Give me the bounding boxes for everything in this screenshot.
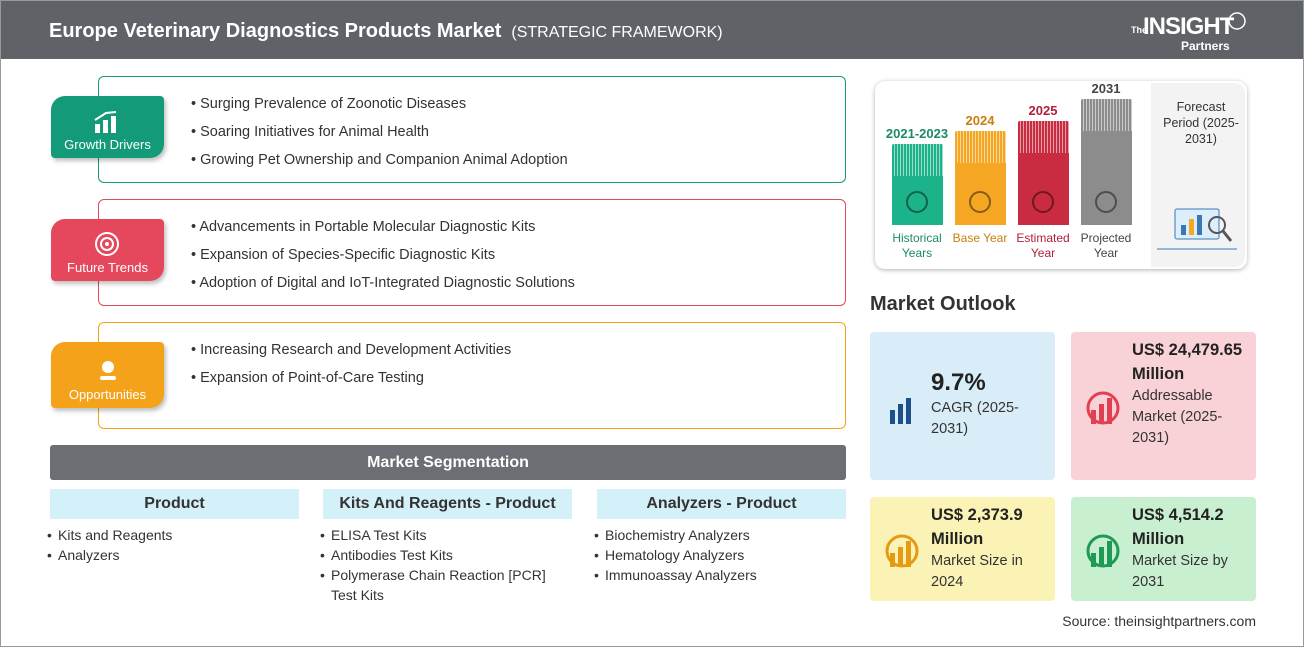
bar-icon [969, 191, 991, 213]
card-icon [1081, 529, 1125, 578]
outlook-card: US$ 4,514.2 Million Market Size by 2031 [1071, 497, 1256, 601]
item-text: Expansion of Species-Specific Diagnostic… [200, 247, 496, 263]
period-label: Estimated Year [1016, 231, 1070, 260]
item-text: Soaring Initiatives for Animal Health [200, 124, 430, 140]
page-title: Europe Veterinary Diagnostics Products M… [49, 20, 723, 43]
badge-label: Growth Drivers [64, 137, 151, 152]
period-year: 2031 [1091, 81, 1121, 96]
framework-item: • Growing Pet Ownership and Companion An… [191, 152, 568, 168]
outlook-title: Market Outlook [870, 293, 1016, 315]
card-value: US$ 24,479.65 Million [1132, 341, 1243, 383]
item-text: Advancements in Portable Molecular Diagn… [199, 219, 536, 235]
framework-item: • Adoption of Digital and IoT-Integrated… [191, 275, 575, 291]
segment-bullet: • [594, 527, 599, 543]
segment-bullet: • [320, 567, 325, 583]
forecast-label: Forecast Period (2025-2031) [1163, 100, 1239, 146]
outlook-card: US$ 2,373.9 Million Market Size in 2024 [870, 497, 1055, 601]
item-text: Surging Prevalence of Zoonotic Diseases [200, 96, 467, 112]
item-text: Growing Pet Ownership and Companion Anim… [200, 152, 568, 168]
framework-item: • Soaring Initiatives for Animal Health [191, 124, 430, 140]
card-label: Market Size in 2024 [931, 553, 1023, 590]
header-bar [1, 1, 1303, 59]
subtitle: (STRATEGIC FRAMEWORK) [511, 24, 723, 41]
period-label: Historical Years [892, 231, 942, 260]
logo-brand: INSIGHT [1143, 13, 1234, 40]
period-year: 2024 [965, 113, 995, 128]
segmentation-title: Market Segmentation [50, 445, 846, 480]
title-text: Europe Veterinary Diagnostics Products M… [49, 20, 502, 42]
timeline-bar [1018, 121, 1069, 225]
framework-box [98, 322, 846, 429]
segment-item: Hematology Analyzers [605, 547, 745, 563]
badge-icon [94, 231, 122, 260]
card-icon [880, 386, 924, 435]
period-year: 2021-2023 [885, 126, 949, 141]
segment-item: Antibodies Test Kits [331, 547, 453, 563]
framework-item: • Advancements in Portable Molecular Dia… [191, 219, 536, 235]
item-text: Expansion of Point-of-Care Testing [200, 370, 424, 386]
framework-item: • Increasing Research and Development Ac… [191, 342, 512, 358]
outlook-card: US$ 24,479.65 Million Addressable Market … [1071, 332, 1256, 480]
card-value: 9.7% [931, 369, 986, 396]
badge-icon [94, 358, 122, 387]
segment-bullet: • [320, 527, 325, 543]
card-value: US$ 2,373.9 Million [931, 506, 1023, 548]
segment-item: Immunoassay Analyzers [605, 567, 757, 583]
bar-icon [1095, 191, 1117, 213]
logo-prefix: The [1131, 25, 1148, 35]
segment-bullet: • [594, 567, 599, 583]
period-year: 2025 [1028, 103, 1058, 118]
card-icon [880, 529, 924, 578]
segment-bullet: • [47, 547, 52, 563]
period-label: Projected Year [1080, 231, 1132, 260]
segment-heading: Kits And Reagents - Product [323, 489, 572, 519]
card-icon [1081, 386, 1125, 435]
card-label: Addressable Market (2025-2031) [1132, 388, 1223, 446]
framework-badge: Opportunities [51, 342, 164, 408]
item-text: Increasing Research and Development Acti… [200, 342, 512, 358]
card-label: Market Size by 2031 [1132, 553, 1228, 590]
badge-label: Opportunities [68, 387, 147, 402]
segment-bullet: • [47, 527, 52, 543]
segment-item: Kits and Reagents [58, 527, 173, 543]
framework-badge: Growth Drivers [51, 96, 164, 158]
framework-item: • Surging Prevalence of Zoonotic Disease… [191, 96, 467, 112]
segment-heading: Product [50, 489, 299, 519]
card-label: CAGR (2025-2031) [931, 400, 1019, 437]
bar-icon [906, 191, 928, 213]
segment-item: Polymerase Chain Reaction [PCR] Test Kit… [331, 567, 546, 603]
framework-box [98, 199, 846, 306]
outlook-card: 9.7% CAGR (2025-2031) [870, 332, 1055, 480]
framework-box [98, 76, 846, 183]
framework-badge: Future Trends [51, 219, 164, 281]
bar-icon [1032, 191, 1054, 213]
segment-item: ELISA Test Kits [331, 527, 427, 543]
forecast-illustration [1157, 208, 1237, 250]
logo-suffix: Partners [1181, 39, 1230, 53]
period-label: Base Year [952, 231, 1008, 245]
segment-item: Analyzers [58, 547, 120, 563]
segment-heading: Analyzers - Product [597, 489, 846, 519]
segment-item: Biochemistry Analyzers [605, 527, 750, 543]
timeline-bar [1081, 99, 1132, 225]
badge-label: Future Trends [67, 260, 148, 275]
item-text: Adoption of Digital and IoT-Integrated D… [199, 275, 575, 291]
badge-icon [92, 110, 124, 137]
source: Source: theinsightpartners.com [1062, 613, 1256, 629]
segment-bullet: • [320, 547, 325, 563]
segment-bullet: • [594, 547, 599, 563]
framework-item: • Expansion of Species-Specific Diagnost… [191, 247, 496, 263]
framework-item: • Expansion of Point-of-Care Testing [191, 370, 424, 386]
logo-icon [1228, 12, 1246, 30]
card-value: US$ 4,514.2 Million [1132, 506, 1224, 548]
